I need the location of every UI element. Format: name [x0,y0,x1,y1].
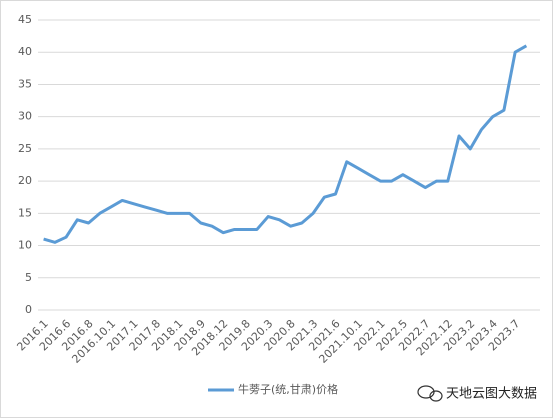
y-tick-label: 5 [25,271,32,284]
y-tick-label: 30 [18,110,32,123]
y-tick-label: 20 [18,174,32,187]
y-tick-label: 35 [18,77,32,90]
y-tick-label: 25 [18,142,32,155]
line [43,44,528,244]
y-tick-label: 10 [18,239,32,252]
watermark-icon [417,385,443,402]
y-tick-label: 40 [18,45,32,58]
legend-label: 牛蒡子(统,甘肃)价格 [238,382,338,396]
watermark: 天地云图大数据 [446,387,537,402]
y-tick-label: 0 [25,303,32,316]
y-tick-label: 45 [18,13,32,26]
y-tick-label: 15 [18,206,32,219]
